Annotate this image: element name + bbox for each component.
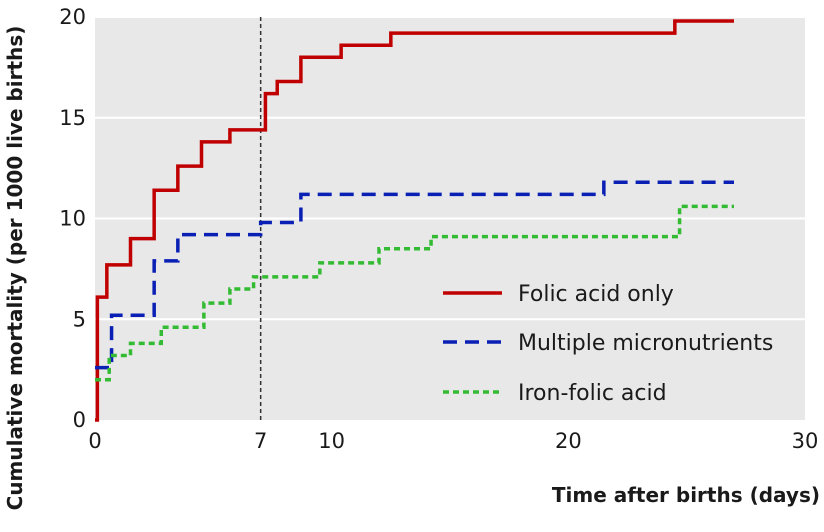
x-tick-label: 20	[555, 429, 582, 453]
legend-label: Iron-folic acid	[518, 381, 667, 406]
legend-label: Folic acid only	[518, 282, 674, 307]
series-line	[95, 180, 734, 370]
y-tick-label: 10	[59, 207, 86, 231]
y-axis-title: Cumulative mortality (per 1000 live birt…	[3, 26, 27, 511]
legend-label: Multiple micronutrients	[518, 331, 773, 356]
y-tick-label: 20	[59, 5, 86, 29]
series-line	[95, 19, 734, 422]
y-tick-label: 15	[59, 106, 86, 130]
x-tick-label: 0	[88, 429, 101, 453]
series-line	[95, 204, 734, 382]
tick-labels: 0 7 10 20 30 0 5 10 15 20	[59, 5, 818, 453]
legend: Folic acid only Multiple micronutrients Ir…	[443, 282, 773, 406]
x-tick-label: 7	[254, 429, 267, 453]
gridlines	[95, 16, 805, 321]
y-tick-label: 0	[73, 408, 86, 432]
y-tick-label: 5	[73, 307, 86, 331]
x-tick-label: 10	[318, 429, 345, 453]
x-axis-title: Time after births (days)	[552, 483, 820, 507]
series-group	[95, 19, 734, 422]
x-tick-label: 30	[792, 429, 819, 453]
